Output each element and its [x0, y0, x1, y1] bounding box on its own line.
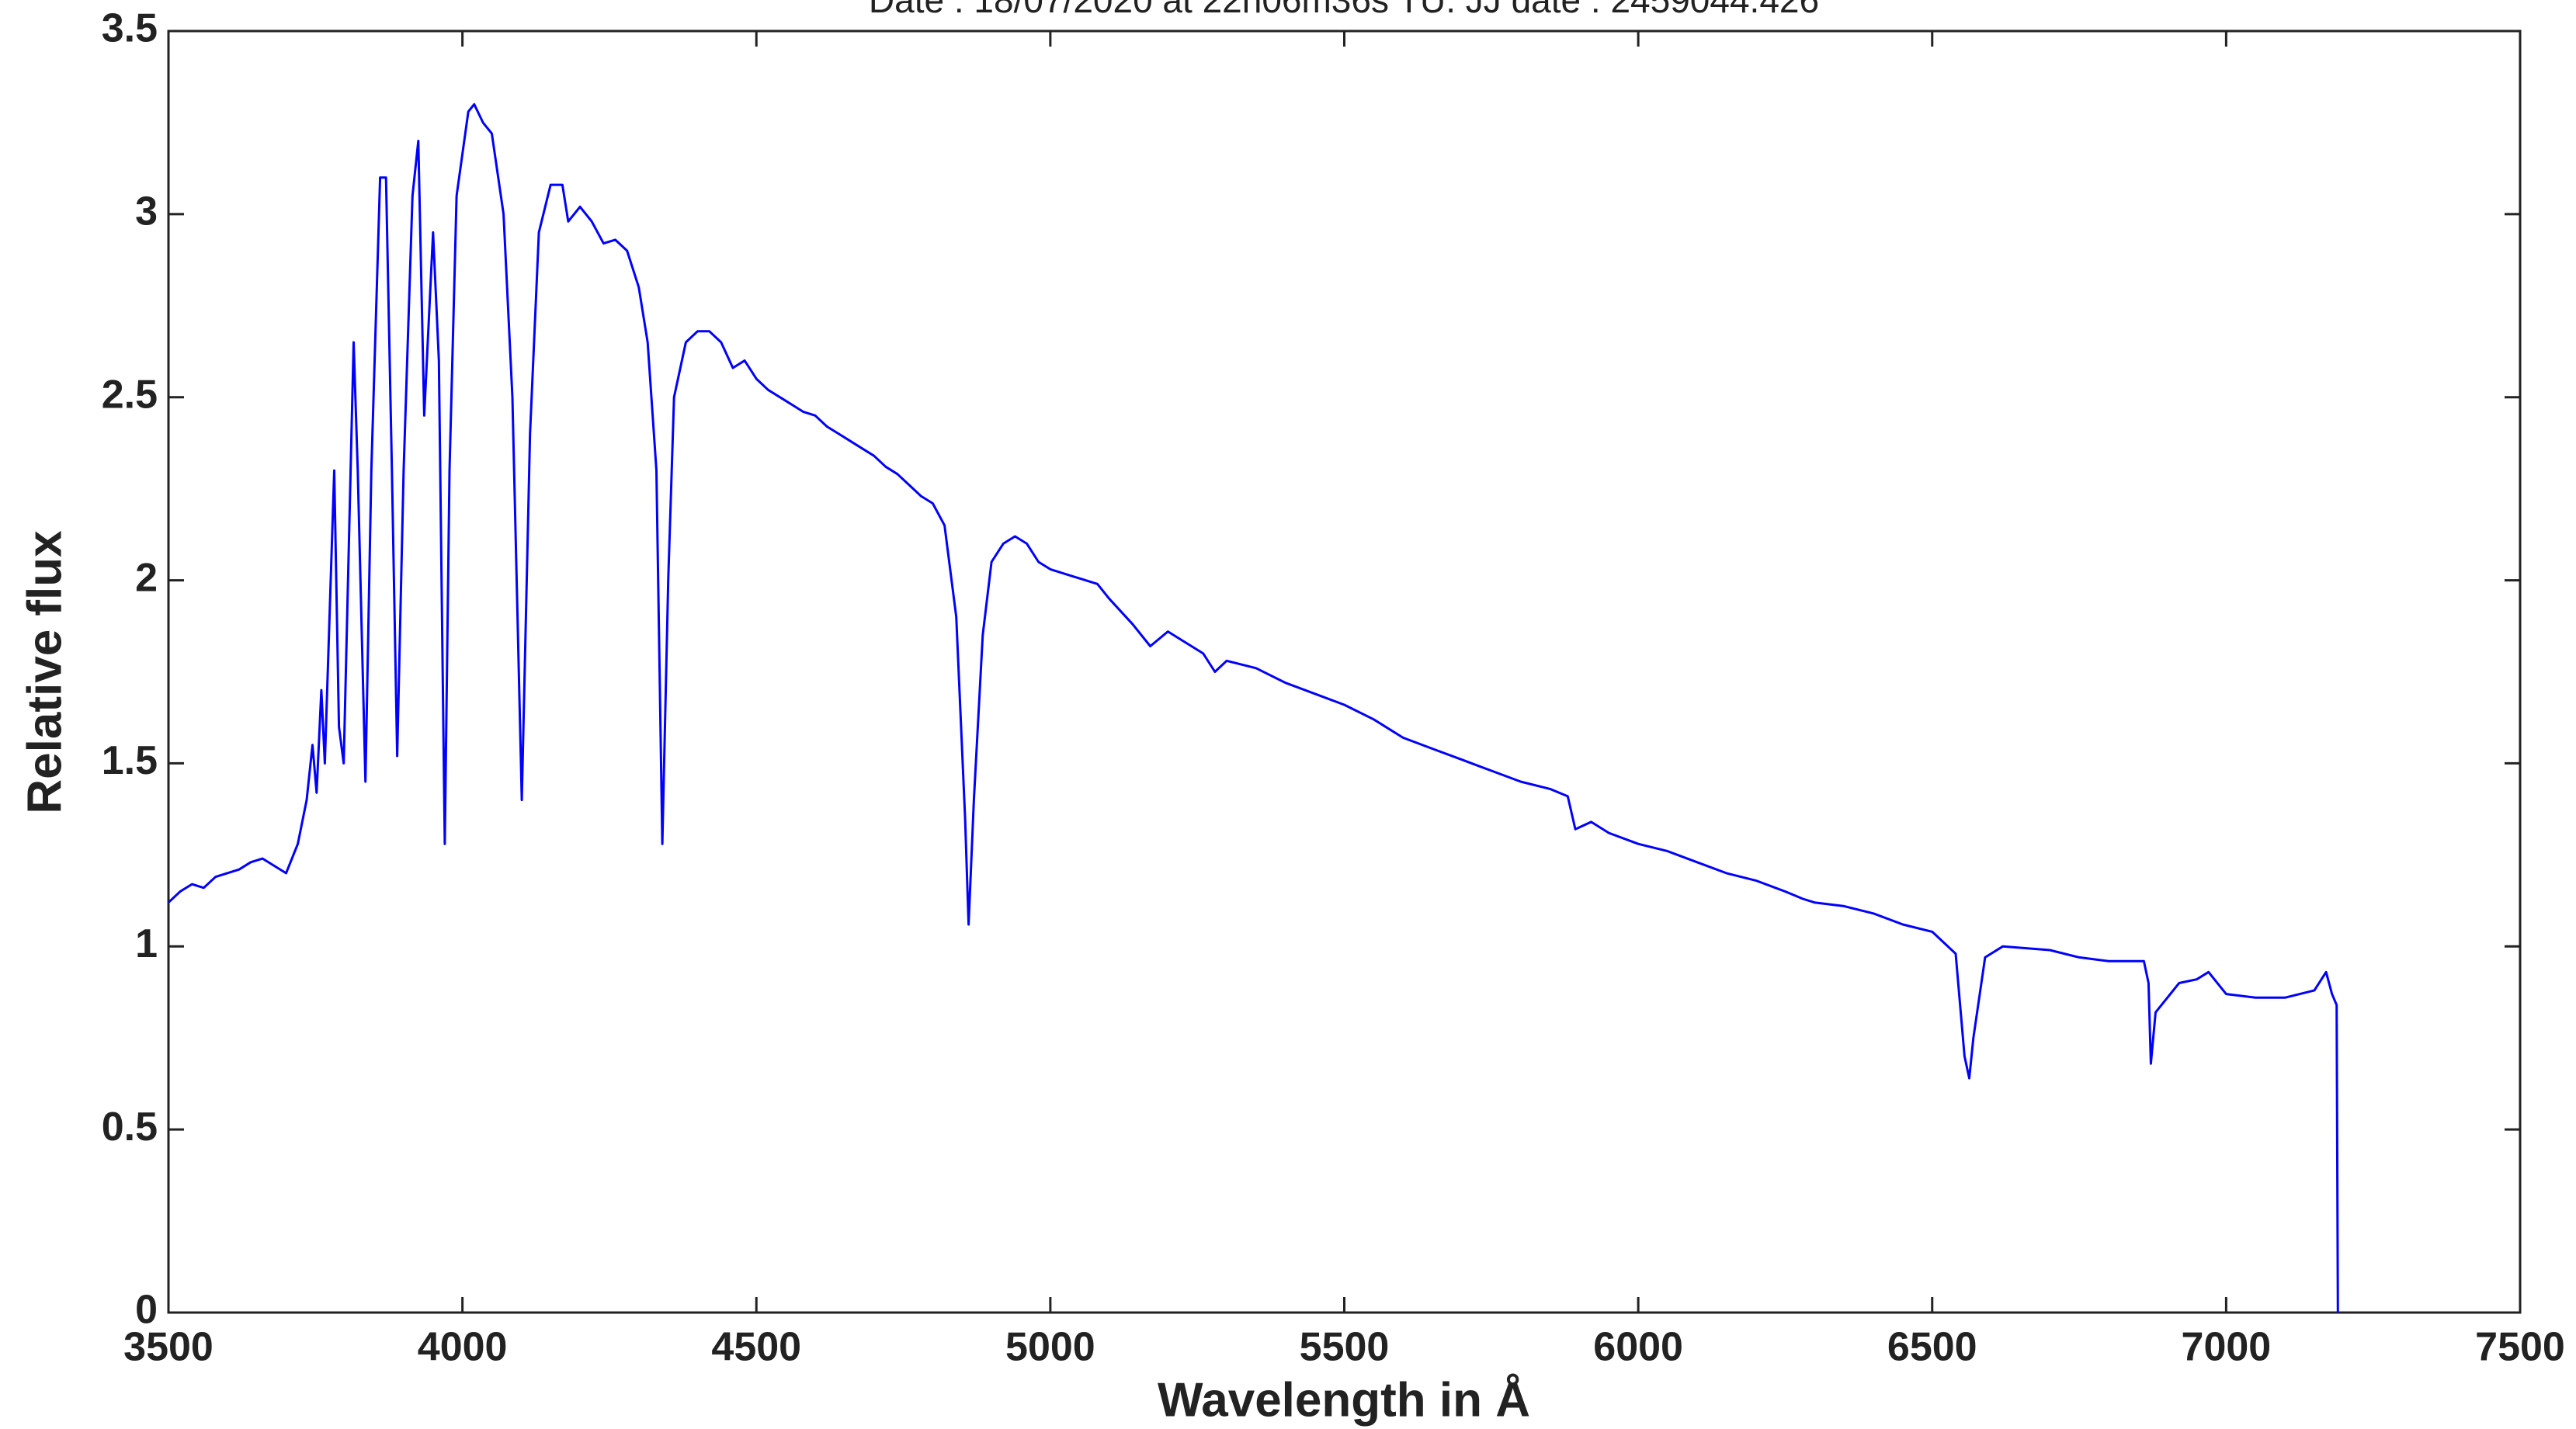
y-axis-label: Relative flux	[18, 530, 71, 814]
x-tick-label: 5500	[1300, 1325, 1390, 1370]
y-tick-label: 2.5	[102, 372, 158, 417]
x-axis-label: Wavelength in Å	[1158, 1373, 1530, 1427]
x-tick-label: 7500	[2475, 1325, 2565, 1370]
plot-frame	[167, 29, 2522, 1314]
y-tick-label: 1.5	[102, 738, 158, 783]
y-tick-label: 0	[135, 1288, 158, 1333]
x-tick-label: 4500	[711, 1325, 801, 1370]
x-tick-label: 6000	[1593, 1325, 1683, 1370]
y-tick-label: 3	[135, 189, 158, 234]
x-tick-label: 3500	[123, 1325, 214, 1370]
chart-title: Date : 18/07/2020 at 22h06m36s TU. JJ da…	[869, 0, 1819, 20]
y-tick-label: 0.5	[102, 1105, 158, 1150]
spectrum-line	[167, 102, 2339, 1313]
y-tick-label: 1	[135, 921, 158, 966]
x-tick-label: 6500	[1887, 1325, 1977, 1370]
y-tick-label: 3.5	[102, 6, 158, 51]
x-tick-label: 4000	[418, 1325, 508, 1370]
y-tick-label: 2	[135, 555, 158, 600]
x-tick-label: 5000	[1005, 1325, 1095, 1370]
x-tick-label: 7000	[2182, 1325, 2272, 1370]
